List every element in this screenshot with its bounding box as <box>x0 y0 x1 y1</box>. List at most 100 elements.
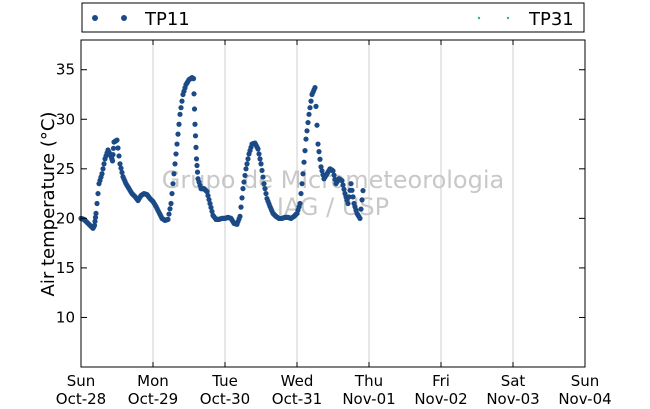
x-tick-label-day: Tue <box>211 372 238 390</box>
data-point-tp11 <box>191 91 197 97</box>
legend-marker-tp31 <box>506 16 510 20</box>
data-point-tp11 <box>318 164 324 170</box>
data-points <box>78 75 366 231</box>
x-tick-label-date: Nov-01 <box>342 390 395 408</box>
data-point-tp11 <box>206 196 212 203</box>
data-point-tp11 <box>116 153 122 159</box>
data-point-tp11 <box>358 206 364 212</box>
data-point-tp11 <box>360 188 366 194</box>
data-point-tp11 <box>259 167 265 174</box>
legend-label-tp11: TP11 <box>144 9 190 30</box>
data-point-tp11 <box>308 98 314 104</box>
data-point-tp11 <box>240 186 246 192</box>
data-point-tp11 <box>110 145 117 151</box>
x-tick-label-date: Nov-03 <box>486 390 539 408</box>
data-point-tp11 <box>299 181 305 187</box>
data-point-tp11 <box>359 197 365 203</box>
data-point-tp11 <box>313 103 319 109</box>
data-point-tp11 <box>119 169 125 176</box>
x-tick-label-day: Sun <box>571 372 600 390</box>
data-point-tp11 <box>169 190 175 197</box>
data-point-tp11 <box>238 204 244 210</box>
x-tick-label-day: Sun <box>67 372 96 390</box>
grid <box>152 40 514 367</box>
data-point-tp11 <box>175 131 181 137</box>
x-tick-label-date: Oct-28 <box>56 390 106 408</box>
data-point-tp11 <box>346 194 352 200</box>
data-point-tp11 <box>339 178 345 184</box>
x-tick-label-day: Thu <box>354 372 383 390</box>
data-point-tp11 <box>306 111 312 117</box>
data-point-tp11 <box>109 158 116 164</box>
plot-frame <box>80 39 586 368</box>
data-point-tp11 <box>170 181 176 187</box>
data-point-tp11 <box>262 186 268 192</box>
data-point-tp11 <box>243 166 249 172</box>
data-point-tp11 <box>245 156 251 162</box>
data-point-tp11 <box>172 161 178 167</box>
data-point-tp11 <box>176 121 182 127</box>
data-point-tp11 <box>244 161 250 167</box>
data-point-tp11 <box>348 181 354 187</box>
data-point-tp11 <box>300 171 306 177</box>
data-point-tp11 <box>237 213 243 219</box>
data-point-tp11 <box>317 156 323 162</box>
data-point-tp11 <box>192 121 198 127</box>
legend-marker-tp11 <box>92 15 98 21</box>
data-point-tp11 <box>241 179 247 185</box>
data-point-tp11 <box>115 145 121 151</box>
data-point-tp11 <box>177 111 183 117</box>
data-point-tp11 <box>190 76 197 82</box>
x-tick-label-day: Sat <box>501 372 526 390</box>
data-point-tp11 <box>193 144 199 150</box>
legend-label-tp31: TP31 <box>528 9 574 30</box>
x-tick-label-date: Nov-02 <box>414 390 467 408</box>
data-point-tp11 <box>239 195 245 201</box>
data-point-tp11 <box>100 166 106 172</box>
data-point-tp11 <box>99 171 105 177</box>
data-point-tp11 <box>316 149 322 155</box>
data-point-tp11 <box>174 141 180 147</box>
data-point-tp11 <box>315 141 321 147</box>
data-point-tp11 <box>94 200 100 207</box>
legend-marker-tp11 <box>121 15 127 21</box>
data-point-tp11 <box>179 98 185 104</box>
legend-marker-tp31 <box>477 16 481 20</box>
data-point-tp11 <box>173 151 179 157</box>
data-point-tp11 <box>302 148 308 154</box>
data-point-tp11 <box>242 172 248 179</box>
data-point-tp11 <box>330 168 336 174</box>
data-point-tp11 <box>117 161 123 167</box>
axis-ticks: SunOct-28MonOct-29TueOct-30WedOct-31ThuN… <box>56 40 612 408</box>
data-point-tp11 <box>341 186 347 192</box>
data-point-tp11 <box>305 119 311 126</box>
data-point-tp11 <box>263 190 269 197</box>
data-point-tp11 <box>95 190 101 197</box>
x-tick-label-date: Nov-04 <box>558 390 611 408</box>
x-tick-label-date: Oct-30 <box>200 390 250 408</box>
data-point-tp11 <box>91 222 98 228</box>
data-point-tp11 <box>357 215 363 221</box>
data-point-tp11 <box>298 190 304 197</box>
data-point-tp11 <box>303 136 309 142</box>
x-tick-label-day: Wed <box>281 372 314 390</box>
data-point-tp11 <box>205 192 211 199</box>
y-tick-label: 35 <box>56 61 75 79</box>
data-point-tp11 <box>297 200 303 207</box>
data-point-tp11 <box>204 189 210 195</box>
data-point-tp11 <box>178 105 184 111</box>
y-tick-label: 30 <box>56 110 75 128</box>
data-point-tp11 <box>166 211 172 217</box>
data-point-tp11 <box>261 181 267 187</box>
data-point-tp11 <box>255 146 261 152</box>
data-point-tp11 <box>171 171 177 177</box>
x-tick-label-date: Oct-31 <box>272 390 322 408</box>
data-point-tp11 <box>92 214 99 220</box>
data-point-tp11 <box>257 156 263 162</box>
data-point-tp11 <box>92 218 98 224</box>
data-point-tp11 <box>314 122 320 128</box>
x-tick-label-day: Mon <box>137 372 169 390</box>
data-point-tp11 <box>194 162 200 169</box>
data-point-tp11 <box>93 210 99 217</box>
